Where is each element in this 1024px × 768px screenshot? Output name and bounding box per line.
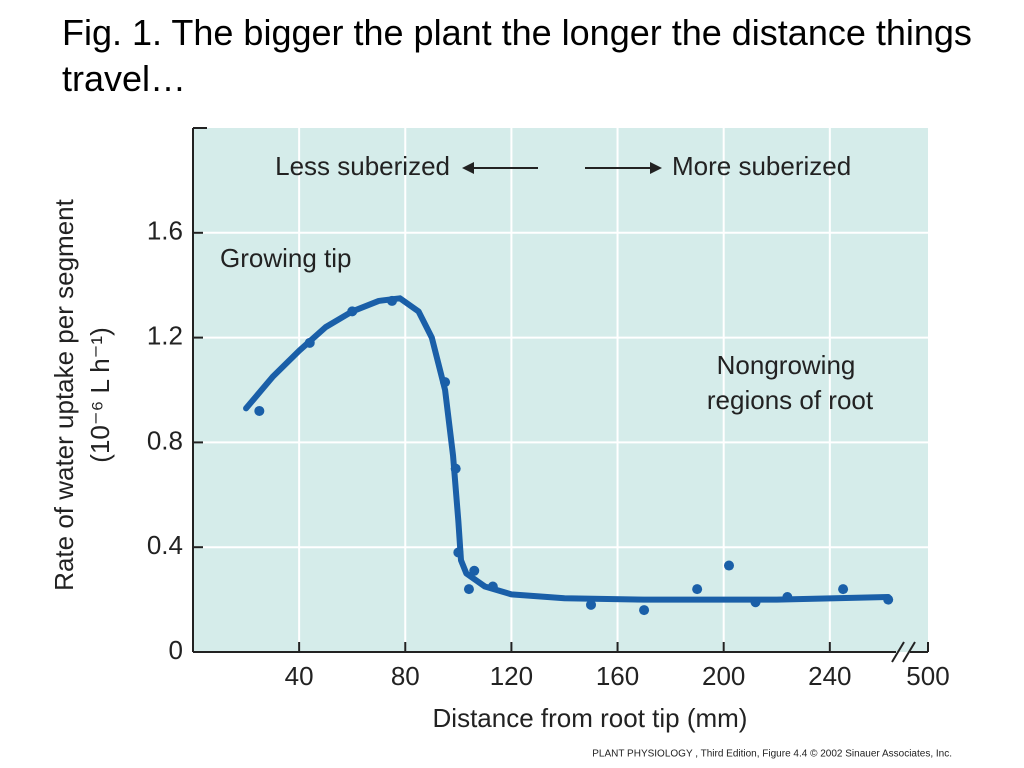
x-tick-label: 500 (906, 661, 949, 691)
y-axis-label: Rate of water uptake per segment (49, 198, 79, 590)
data-point (639, 605, 650, 616)
y-tick-label: 1.2 (147, 320, 183, 350)
x-tick-label: 200 (702, 661, 745, 691)
y-tick-label: 1.6 (147, 216, 183, 246)
x-tick-label: 40 (285, 661, 314, 691)
y-axis-label: (10⁻⁶ L h⁻¹) (85, 327, 115, 462)
arrow-head (650, 162, 662, 174)
arrow-head (462, 162, 474, 174)
x-tick-label: 160 (596, 661, 639, 691)
data-point (723, 560, 734, 571)
annotation: Less suberized (275, 151, 450, 181)
data-point (463, 584, 474, 595)
data-point (586, 599, 597, 610)
data-point (692, 584, 703, 595)
y-tick-label: 0.4 (147, 530, 183, 560)
data-point (453, 547, 464, 558)
x-tick-label: 80 (391, 661, 420, 691)
data-point (440, 377, 451, 388)
data-point (387, 295, 398, 306)
data-point (304, 337, 315, 348)
x-tick-label: 240 (808, 661, 851, 691)
data-point (469, 565, 480, 576)
axis-break (891, 641, 905, 663)
slide-title: Fig. 1. The bigger the plant the longer … (62, 12, 972, 99)
fit-curve (243, 295, 892, 603)
data-point (254, 405, 265, 416)
annotation: More suberized (672, 151, 851, 181)
data-point (450, 463, 461, 474)
y-tick-label: 0 (169, 635, 183, 665)
data-point (750, 597, 761, 608)
data-point (883, 594, 894, 605)
source: PLANT PHYSIOLOGY , Third Edition, Figure… (592, 749, 952, 760)
annotation: Growing tip (220, 243, 352, 273)
data-point (838, 584, 849, 595)
x-tick-label: 120 (490, 661, 533, 691)
plot-area (193, 128, 928, 652)
y-tick-label: 0.8 (147, 425, 183, 455)
data-point (487, 581, 498, 592)
annotation: regions of root (707, 385, 874, 415)
data-point (782, 591, 793, 602)
x-axis-label: Distance from root tip (mm) (433, 703, 748, 733)
annotation: Nongrowing (717, 350, 856, 380)
data-point (347, 306, 358, 317)
axis-break (902, 641, 916, 663)
